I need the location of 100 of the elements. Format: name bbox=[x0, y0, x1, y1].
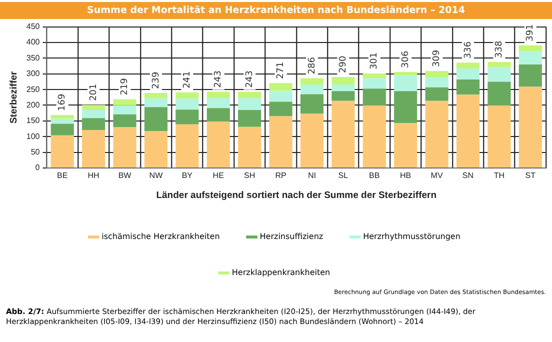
x-tick-label: BE bbox=[57, 171, 68, 180]
bar bbox=[82, 104, 106, 110]
bar bbox=[300, 84, 324, 94]
x-tick-label: HE bbox=[212, 171, 224, 180]
total-label: 306 bbox=[400, 50, 411, 68]
bar bbox=[456, 62, 480, 69]
bar bbox=[488, 62, 511, 68]
x-tick-label: NI bbox=[308, 171, 316, 180]
bar bbox=[300, 78, 324, 85]
y-tick-label: 200 bbox=[26, 100, 40, 110]
total-label: 241 bbox=[182, 71, 193, 88]
bar bbox=[394, 123, 418, 168]
total-label: 338 bbox=[494, 40, 505, 58]
bar bbox=[113, 114, 136, 128]
bar bbox=[206, 92, 230, 98]
bar bbox=[518, 51, 542, 64]
bar bbox=[300, 114, 324, 168]
bar bbox=[518, 45, 542, 52]
bar bbox=[518, 86, 542, 168]
bar bbox=[300, 94, 324, 114]
total-label: 301 bbox=[370, 52, 380, 70]
bar bbox=[488, 82, 511, 106]
bar bbox=[394, 72, 418, 76]
bar bbox=[456, 80, 480, 95]
x-tick-label: BY bbox=[182, 171, 194, 180]
bar bbox=[176, 124, 199, 168]
x-tick-label: HH bbox=[88, 171, 100, 180]
x-tick-label: MV bbox=[430, 171, 444, 180]
x-tick-label: NW bbox=[149, 171, 164, 180]
bar bbox=[206, 108, 230, 122]
total-label: 271 bbox=[276, 62, 286, 79]
legend-label: Herzrhythmusstörungen bbox=[363, 232, 460, 242]
bar bbox=[113, 127, 136, 168]
bar bbox=[113, 105, 136, 114]
bar bbox=[394, 91, 418, 124]
bar bbox=[206, 98, 230, 108]
x-tick-label: ST bbox=[525, 171, 536, 180]
y-axis-title: Sterbeziffer bbox=[8, 70, 20, 124]
x-tick-label: SN bbox=[462, 171, 474, 180]
bar bbox=[488, 67, 511, 82]
bar bbox=[332, 91, 355, 101]
total-label: 309 bbox=[432, 50, 442, 68]
bar bbox=[176, 110, 199, 124]
y-tick-label: 300 bbox=[26, 69, 40, 78]
x-tick-label: SL bbox=[338, 171, 349, 180]
bar bbox=[82, 118, 106, 130]
bar bbox=[269, 90, 292, 102]
legend-label: ischämische Herzkrankheiten bbox=[102, 232, 220, 242]
x-tick-label: SH bbox=[244, 171, 256, 180]
bar bbox=[456, 94, 480, 168]
bar bbox=[425, 71, 448, 78]
x-tick-label: RP bbox=[275, 171, 286, 180]
bar bbox=[82, 110, 106, 118]
bar bbox=[456, 68, 480, 80]
bar bbox=[144, 98, 168, 108]
legend-label: Herzinsuffizienz bbox=[260, 232, 324, 242]
y-tick-label: 250 bbox=[26, 84, 40, 94]
bar bbox=[362, 105, 386, 168]
x-tick-label: TH bbox=[494, 171, 505, 180]
bar bbox=[82, 130, 106, 168]
x-tick-label: BW bbox=[118, 171, 132, 180]
total-label: 286 bbox=[307, 56, 318, 74]
y-tick-label: 0 bbox=[35, 163, 40, 172]
bar bbox=[425, 87, 448, 101]
bar bbox=[50, 135, 74, 168]
bar bbox=[362, 88, 386, 106]
bar bbox=[269, 82, 292, 91]
bar bbox=[362, 78, 386, 89]
bar bbox=[362, 74, 386, 78]
total-label: 169 bbox=[58, 94, 68, 111]
y-tick-label: 450 bbox=[26, 22, 40, 32]
bar bbox=[488, 105, 511, 168]
total-label: 239 bbox=[151, 72, 162, 90]
bar bbox=[425, 77, 448, 88]
bar bbox=[50, 118, 74, 124]
bar bbox=[269, 102, 292, 116]
total-label: 219 bbox=[120, 78, 130, 96]
total-label: 290 bbox=[338, 56, 349, 74]
bar bbox=[176, 92, 199, 99]
bar bbox=[144, 131, 168, 168]
total-label: 243 bbox=[244, 70, 255, 88]
x-tick-label: BB bbox=[369, 171, 380, 180]
bar bbox=[144, 93, 168, 98]
bar bbox=[394, 75, 418, 92]
y-tick-label: 50 bbox=[30, 148, 40, 157]
bar bbox=[425, 100, 448, 168]
bar bbox=[113, 99, 136, 106]
bar bbox=[206, 122, 230, 168]
x-tick-label: HB bbox=[400, 171, 412, 180]
chart-title: Summe der Mortalität an Herzkrankheiten nach Bundesländern – 2014 bbox=[0, 2, 552, 19]
bar bbox=[238, 110, 262, 127]
y-tick-label: 100 bbox=[26, 132, 40, 141]
total-label: 391 bbox=[526, 24, 536, 42]
bar bbox=[269, 116, 292, 168]
total-label: 243 bbox=[214, 70, 224, 88]
y-tick-label: 350 bbox=[26, 53, 40, 62]
total-label: 336 bbox=[463, 41, 474, 59]
bar bbox=[238, 98, 262, 110]
bar bbox=[518, 64, 542, 87]
bar bbox=[238, 92, 262, 98]
